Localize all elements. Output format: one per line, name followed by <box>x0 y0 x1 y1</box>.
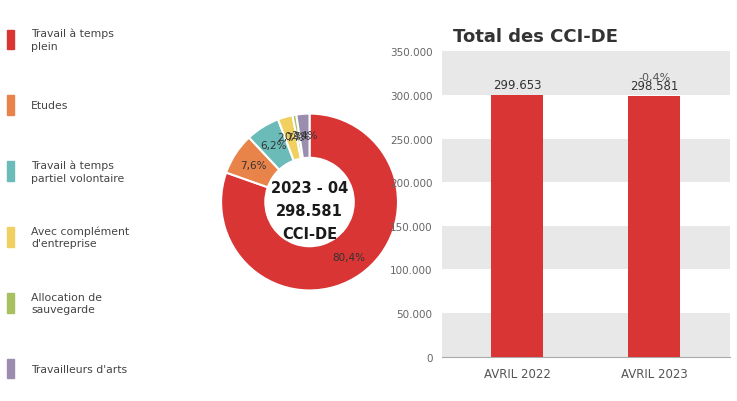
Text: Etudes: Etudes <box>31 101 69 111</box>
Text: 2,7%: 2,7% <box>278 133 304 143</box>
Text: 2,4%: 2,4% <box>291 131 318 141</box>
Bar <box>7 359 14 379</box>
Bar <box>7 228 14 247</box>
Text: 0,7%: 0,7% <box>284 132 311 142</box>
Text: 298.581: 298.581 <box>630 79 679 93</box>
Bar <box>442 226 730 270</box>
Wedge shape <box>226 138 279 188</box>
Wedge shape <box>278 116 301 161</box>
Bar <box>492 96 543 357</box>
Text: 299.653: 299.653 <box>493 79 542 91</box>
Text: -0,4%: -0,4% <box>638 73 671 83</box>
Wedge shape <box>293 115 303 159</box>
Text: 2023 - 04: 2023 - 04 <box>271 181 348 196</box>
Text: Allocation de
sauvegarde: Allocation de sauvegarde <box>31 292 102 314</box>
Bar <box>7 294 14 313</box>
Text: Avec complément
d'entreprise: Avec complément d'entreprise <box>31 226 129 249</box>
Bar <box>629 97 680 357</box>
Bar <box>7 30 14 50</box>
Bar <box>442 313 730 357</box>
Text: Travailleurs d'arts: Travailleurs d'arts <box>31 364 127 374</box>
Text: 7,6%: 7,6% <box>240 161 267 171</box>
Text: 298.581: 298.581 <box>276 204 343 219</box>
Text: 6,2%: 6,2% <box>261 141 287 151</box>
Bar <box>7 162 14 181</box>
Wedge shape <box>221 114 398 291</box>
Text: CCI-DE: CCI-DE <box>282 227 337 242</box>
Bar <box>442 52 730 96</box>
Text: Travail à temps
plein: Travail à temps plein <box>31 29 113 51</box>
Wedge shape <box>249 120 294 170</box>
Wedge shape <box>296 114 310 159</box>
Text: Total des CCI-DE: Total des CCI-DE <box>453 28 618 46</box>
Bar <box>7 96 14 115</box>
Text: 80,4%: 80,4% <box>332 252 365 262</box>
Bar <box>442 139 730 183</box>
Text: Travail à temps
partiel volontaire: Travail à temps partiel volontaire <box>31 160 125 183</box>
